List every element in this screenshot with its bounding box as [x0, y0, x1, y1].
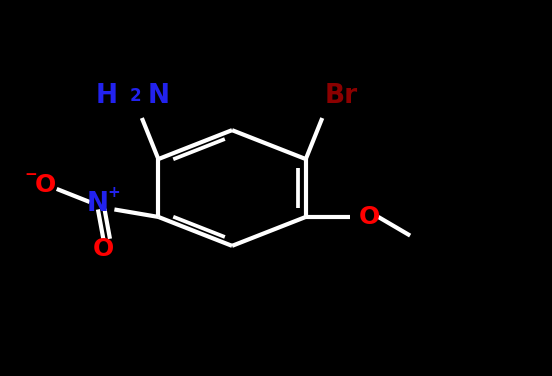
Text: N: N — [87, 191, 109, 217]
Text: +: + — [107, 185, 120, 200]
Text: O: O — [35, 173, 56, 197]
Text: N: N — [147, 83, 169, 109]
Text: O: O — [93, 237, 114, 261]
Text: −: − — [24, 167, 37, 182]
Text: Br: Br — [325, 83, 358, 109]
Text: O: O — [358, 205, 380, 229]
Text: H: H — [95, 83, 117, 109]
Text: 2: 2 — [130, 87, 141, 105]
